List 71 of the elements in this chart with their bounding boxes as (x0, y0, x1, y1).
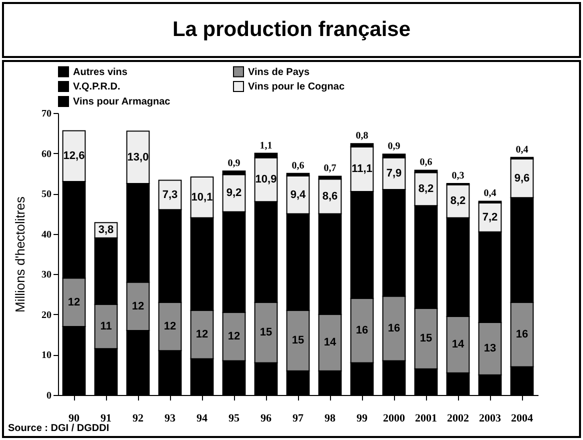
x-tick-label: 92 (132, 412, 144, 424)
y-tick-label: 20 (42, 310, 52, 321)
x-tick-label: 98 (324, 412, 336, 424)
data-label: 12 (228, 330, 240, 343)
data-label: 10,9 (255, 174, 277, 186)
y-tick-label: 10 (42, 350, 52, 362)
x-tick-label: 2001 (415, 412, 437, 424)
data-label: 12 (164, 320, 176, 333)
data-label: 8,2 (418, 183, 434, 196)
y-tick-label: 40 (42, 229, 52, 240)
data-label: 16 (356, 324, 368, 337)
data-label: 0,4 (516, 144, 528, 156)
data-label: 8,2 (450, 195, 466, 208)
data-label: 12,6 (63, 150, 85, 162)
x-tick-label: 93 (164, 412, 176, 424)
data-label: 14 (452, 338, 465, 351)
legend-label: Vins pour Armagnac (73, 96, 171, 108)
data-label: 12 (68, 296, 80, 308)
legend-label: Autres vins (73, 66, 128, 78)
data-label: 11,1 (352, 163, 372, 176)
y-tick-label: 60 (42, 148, 52, 160)
data-label: 12 (132, 300, 144, 312)
data-label: 10,1 (191, 191, 213, 204)
data-label: 13 (484, 342, 496, 355)
data-label: 7,9 (386, 168, 402, 180)
data-label: 0,3 (452, 170, 464, 182)
data-label: 3,8 (98, 224, 114, 236)
x-tick-label: 96 (260, 412, 272, 424)
x-tick-label: 2004 (511, 412, 534, 424)
data-label: 0,9 (228, 158, 240, 170)
x-tick-label: 99 (356, 412, 368, 424)
chart-title: La production française (2, 2, 581, 58)
legend-label: Vins pour le Cognac (248, 82, 345, 92)
data-label: 12 (196, 328, 208, 341)
x-tick-label: 91 (100, 412, 112, 424)
data-label: 7,3 (162, 188, 178, 201)
x-tick-label: 2003 (479, 412, 502, 424)
data-label: 9,6 (514, 172, 530, 184)
data-label: 11 (100, 320, 112, 333)
x-tick-label: 2000 (383, 412, 406, 424)
data-label: 13,0 (127, 151, 149, 164)
data-label: 7,2 (482, 211, 498, 224)
data-label: 15 (420, 332, 432, 345)
x-tick-label: 97 (292, 412, 304, 424)
x-tick-label: 2002 (447, 412, 470, 424)
source-note: Source : DGI / DGDDI (8, 423, 110, 434)
data-label: 1,1 (260, 140, 272, 152)
legend-label: Vins de Pays (248, 66, 310, 78)
data-label: 0,7 (324, 163, 336, 174)
data-label: 0,9 (388, 141, 400, 152)
data-label: 15 (260, 326, 272, 339)
data-label: 16 (516, 328, 528, 341)
y-tick-label: 30 (42, 270, 52, 281)
y-tick-label: 50 (42, 189, 52, 200)
y-tick-label: 70 (42, 108, 52, 120)
data-label: 0,6 (292, 160, 304, 172)
data-label: 0,6 (420, 157, 432, 168)
data-label: 9,4 (290, 188, 307, 201)
data-label: 0,4 (484, 188, 496, 200)
y-tick-label: 0 (46, 390, 52, 402)
data-label: 9,2 (226, 187, 242, 200)
legend-label: V.Q.P.R.D. (73, 82, 120, 92)
x-tick-label: 94 (196, 412, 208, 424)
data-label: 14 (324, 336, 337, 349)
data-label: 16 (388, 322, 400, 335)
data-label: 15 (292, 334, 304, 347)
x-tick-label: 95 (228, 412, 240, 424)
y-axis-title: Millions d'hectolitres (12, 196, 28, 312)
x-tick-label: 90 (68, 412, 80, 424)
data-label: 8,6 (322, 190, 338, 202)
data-label: 0,8 (356, 130, 368, 142)
